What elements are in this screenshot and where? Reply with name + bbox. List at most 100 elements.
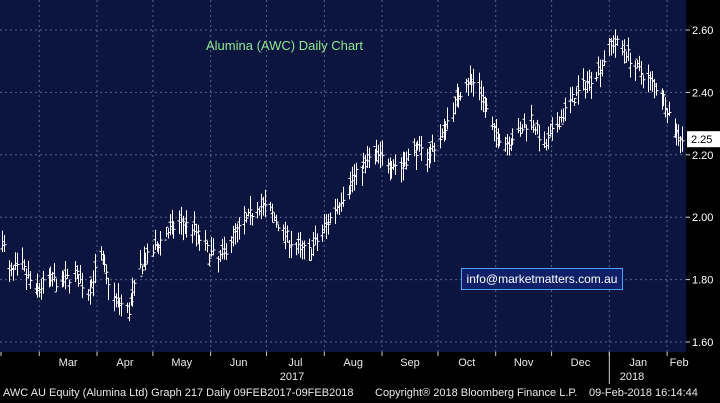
price-bar bbox=[80, 272, 85, 299]
price-bar bbox=[205, 239, 210, 253]
price-bar bbox=[576, 75, 581, 105]
price-bar bbox=[529, 104, 534, 130]
price-bar bbox=[393, 154, 398, 175]
price-bar bbox=[412, 138, 417, 157]
price-bar bbox=[143, 252, 148, 271]
price-bar bbox=[132, 279, 137, 296]
price-bar bbox=[307, 238, 312, 261]
price-bar bbox=[52, 263, 57, 282]
price-bar bbox=[54, 278, 59, 293]
price-bar bbox=[484, 97, 489, 112]
price-bar bbox=[524, 124, 529, 142]
price-bar bbox=[589, 72, 594, 99]
y-tick-label: 2.00 bbox=[692, 212, 713, 224]
price-bar bbox=[570, 86, 575, 103]
price-bar bbox=[177, 210, 182, 235]
y-tick-label: 2.40 bbox=[692, 87, 713, 99]
price-bar bbox=[546, 126, 551, 150]
price-bar bbox=[287, 240, 292, 258]
price-bar bbox=[600, 59, 605, 77]
price-bar bbox=[615, 35, 620, 46]
price-bar bbox=[259, 193, 264, 220]
footer: AWC AU Equity (Alumina Ltd) Graph 217 Da… bbox=[0, 384, 720, 403]
price-bar bbox=[598, 59, 603, 88]
price-bar bbox=[494, 118, 499, 148]
price-bar bbox=[164, 226, 169, 241]
price-bar bbox=[559, 109, 564, 123]
price-bar bbox=[294, 242, 299, 256]
price-bar bbox=[626, 37, 631, 62]
price-bar bbox=[237, 217, 242, 240]
price-bar bbox=[661, 90, 666, 107]
price-bar bbox=[376, 144, 381, 164]
price-bar bbox=[535, 119, 540, 135]
price-bar bbox=[233, 223, 238, 245]
price-bar bbox=[542, 131, 547, 149]
price-bar bbox=[613, 29, 618, 58]
x-year-label: 2018 bbox=[620, 371, 644, 383]
price-bar bbox=[296, 232, 301, 254]
price-bar bbox=[425, 148, 430, 173]
price-bar bbox=[596, 56, 601, 76]
price-bar bbox=[270, 203, 275, 223]
price-bar bbox=[2, 234, 7, 252]
price-bar bbox=[479, 80, 484, 111]
price-bar bbox=[641, 73, 646, 89]
price-bar bbox=[218, 249, 223, 262]
footer-right: 09-Feb-2018 16:14:44 bbox=[589, 387, 698, 399]
price-bar bbox=[248, 195, 253, 225]
price-bar bbox=[458, 92, 463, 101]
y-tick-label: 1.80 bbox=[692, 275, 713, 287]
price-bar bbox=[380, 140, 385, 166]
price-bar bbox=[235, 223, 240, 243]
x-month-label: Dec bbox=[571, 357, 591, 369]
price-bar bbox=[352, 164, 357, 191]
price-bar bbox=[665, 107, 670, 124]
price-bar bbox=[507, 136, 512, 156]
price-bar bbox=[127, 302, 132, 322]
price-bar bbox=[26, 260, 31, 279]
price-bar bbox=[224, 243, 229, 261]
price-bar bbox=[520, 124, 525, 134]
price-bar bbox=[244, 211, 249, 223]
price-bar bbox=[211, 238, 216, 256]
price-bar bbox=[229, 236, 234, 254]
price-bar bbox=[505, 133, 510, 156]
x-month-label: Jul bbox=[288, 357, 302, 369]
price-bar bbox=[86, 289, 91, 301]
x-month-label: Aug bbox=[343, 357, 363, 369]
price-bar bbox=[222, 236, 227, 260]
price-bar bbox=[328, 212, 333, 224]
price-bar bbox=[138, 249, 143, 270]
price-bar bbox=[341, 186, 346, 207]
price-bar bbox=[360, 165, 365, 187]
price-bar bbox=[667, 101, 672, 117]
price-bar bbox=[190, 224, 195, 244]
price-bar bbox=[646, 64, 651, 93]
price-bar bbox=[607, 37, 612, 56]
price-bar bbox=[365, 145, 370, 168]
chart-title: Alumina (AWC) Daily Chart bbox=[206, 38, 363, 53]
price-bar bbox=[419, 135, 424, 161]
price-bar bbox=[581, 68, 586, 91]
price-bar bbox=[153, 229, 158, 251]
y-tick-label: 2.20 bbox=[692, 150, 713, 162]
price-bar bbox=[445, 107, 450, 130]
price-bar bbox=[386, 158, 391, 174]
price-bar bbox=[481, 86, 486, 113]
price-bar bbox=[65, 268, 70, 280]
price-bar bbox=[609, 37, 614, 56]
price-bar bbox=[257, 207, 262, 216]
price-bar bbox=[158, 231, 163, 256]
price-bar bbox=[676, 124, 681, 147]
price-bar bbox=[557, 116, 562, 130]
price-bar bbox=[289, 231, 294, 259]
price-bar bbox=[220, 239, 225, 260]
price-bar bbox=[315, 233, 320, 252]
price-bar bbox=[561, 108, 566, 125]
price-bar bbox=[404, 151, 409, 170]
price-bar bbox=[166, 226, 171, 239]
x-month-label: Apr bbox=[116, 357, 133, 369]
price-bar bbox=[620, 40, 625, 56]
x-year-label: 2017 bbox=[280, 371, 304, 383]
